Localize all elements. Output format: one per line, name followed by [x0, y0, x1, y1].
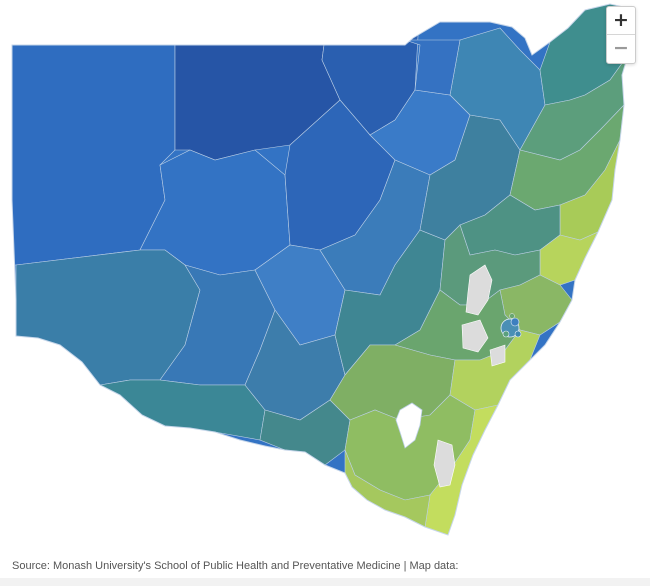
- region-no-data-4[interactable]: [433, 439, 456, 488]
- nsw-map-svg[interactable]: [0, 0, 650, 545]
- zoom-control: + −: [606, 6, 636, 64]
- region-murray[interactable]: [99, 379, 266, 441]
- zoom-in-button[interactable]: +: [613, 9, 629, 31]
- map-regions: [0, 0, 628, 535]
- sydney-cluster[interactable]: [500, 313, 522, 338]
- region-no-data-1[interactable]: [465, 264, 493, 316]
- zoom-out-button[interactable]: −: [607, 34, 635, 62]
- region-no-data-3[interactable]: [489, 344, 506, 367]
- region-far-west[interactable]: [0, 0, 176, 266]
- source-attribution: Source: Monash University's School of Pu…: [12, 560, 459, 572]
- region-south-murray[interactable]: [259, 399, 351, 466]
- act-enclave: [395, 402, 423, 449]
- choropleth-map[interactable]: + −: [0, 0, 650, 545]
- region-north-west[interactable]: [404, 39, 461, 96]
- region-no-data-2[interactable]: [461, 319, 489, 353]
- bottom-bar: [0, 578, 650, 586]
